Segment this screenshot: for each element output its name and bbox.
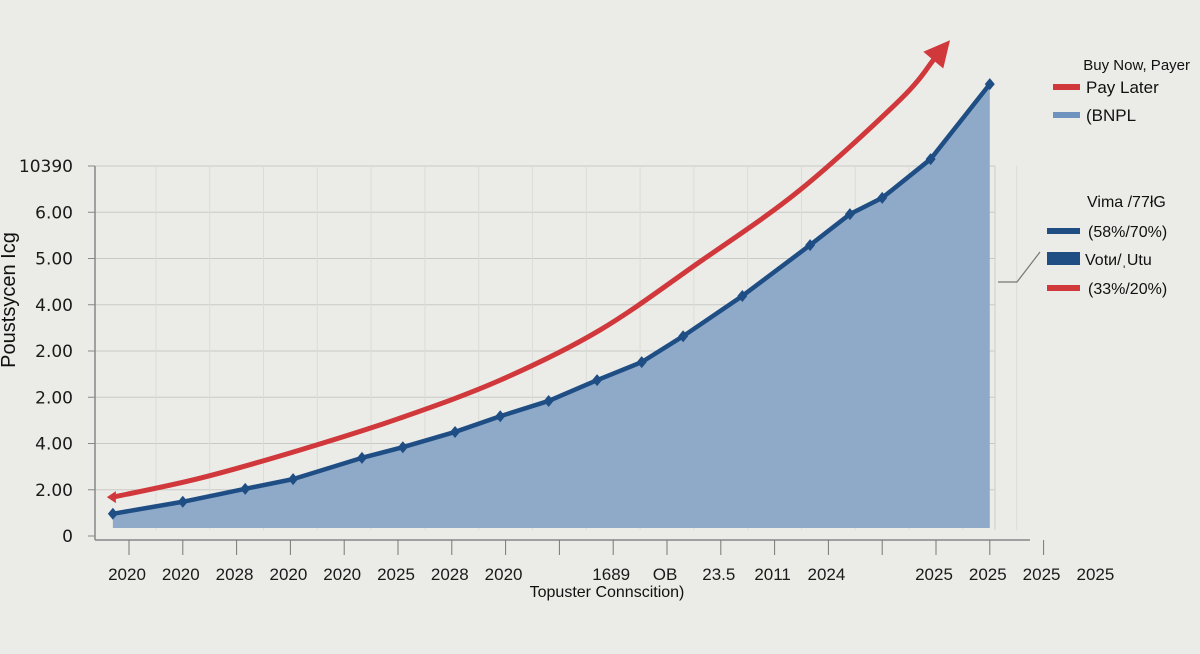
x-tick-label: 2020 xyxy=(162,565,200,584)
x-tick-label: 2025 xyxy=(1023,565,1061,584)
bnpl-data-point xyxy=(678,330,689,343)
bnpl-area-fill xyxy=(112,84,990,528)
bnpl-data-point xyxy=(805,239,816,252)
bnpl-data-point xyxy=(636,356,647,369)
bnpl-data-point xyxy=(925,153,936,166)
x-tick-label: 2020 xyxy=(269,565,307,584)
y-tick-label: 5.00 xyxy=(35,250,73,270)
bnpl-data-point xyxy=(495,410,506,423)
legend2-swatch-2 xyxy=(1047,252,1080,265)
axes xyxy=(94,166,1030,541)
legend: Buy Now, Payer Pay Later (BNPL xyxy=(1053,57,1190,125)
y-tick-label: 2.00 xyxy=(35,342,73,362)
bnpl-data-point xyxy=(844,208,855,221)
x-tick-label: 1689 xyxy=(592,565,630,584)
legend2-swatch-1 xyxy=(1047,228,1080,234)
y-tick-label: 4.00 xyxy=(35,296,73,316)
legend-label-pay-later: Pay Later xyxy=(1086,78,1159,97)
legend2-label-1: (58%/70%) xyxy=(1088,224,1167,241)
bnpl-data-point xyxy=(107,507,118,520)
legend-connector-line xyxy=(998,251,1041,283)
x-tick-label: 2025 xyxy=(377,565,415,584)
y-tick-label: 2.00 xyxy=(35,481,73,501)
pay-later-arrowhead xyxy=(923,40,950,69)
y-tick-label: 0 xyxy=(62,527,73,547)
y-tick-label: 4.00 xyxy=(35,435,73,455)
bnpl-data-point xyxy=(450,425,461,438)
bnpl-data-point xyxy=(288,473,299,486)
legend2-label-3: (33%/20%) xyxy=(1088,281,1167,298)
pay-later-line xyxy=(110,57,936,500)
legend-title: Buy Now, Payer xyxy=(1083,57,1190,74)
bnpl-data-point xyxy=(984,78,995,91)
bnpl-markers xyxy=(107,78,995,520)
x-tick-label: 2020 xyxy=(108,565,146,584)
x-tick-label: 2011 xyxy=(754,565,791,584)
legend2-label-2: Votи/ˌUtu xyxy=(1085,252,1152,269)
legend-swatch-bnpl xyxy=(1053,112,1080,118)
x-tick-labels: 2020 2020 2028 2020 2020 2025 2028 2020 1689 OB 23… xyxy=(108,540,1114,584)
legend2-title: Vima /77łG xyxy=(1087,194,1166,211)
x-axis-label: Topuster Connscition) xyxy=(530,584,685,601)
x-tick-label: 2028 xyxy=(216,565,254,584)
y-tick-label: 10390 xyxy=(19,157,73,177)
legend2-swatch-3 xyxy=(1047,285,1080,291)
bnpl-data-point xyxy=(397,441,408,454)
x-tick-label: OB xyxy=(653,565,678,584)
x-tick-label: 2025 xyxy=(915,565,953,584)
pay-later-start-arrowhead xyxy=(106,491,116,504)
x-tick-label: 2020 xyxy=(323,565,361,584)
legend-secondary: Vima /77łG (58%/70%) Votи/ˌUtu (33%/20%) xyxy=(998,194,1167,298)
bnpl-line xyxy=(112,82,992,517)
bnpl-data-point xyxy=(356,451,367,464)
legend-swatch-pay-later xyxy=(1053,84,1080,90)
bnpl-data-point xyxy=(543,394,554,407)
y-tick-labels: 0 2.00 4.00 2.00 2.00 4.00 5.00 6.00 10390 xyxy=(19,157,73,547)
y-tick-label: 2.00 xyxy=(35,388,73,408)
x-tick-label: 2020 xyxy=(485,565,523,584)
x-tick-label: 2025 xyxy=(1076,565,1114,584)
x-tick-label: 23.5 xyxy=(702,565,735,584)
bnpl-data-point xyxy=(177,495,188,508)
bnpl-data-point xyxy=(240,482,251,495)
legend-label-bnpl: (BNPL xyxy=(1086,106,1136,125)
bnpl-data-point xyxy=(592,374,603,387)
x-tick-label: 2028 xyxy=(431,565,469,584)
x-tick-label: 2025 xyxy=(969,565,1007,584)
y-axis-label: Poustsycen Icg xyxy=(0,232,20,368)
bnpl-data-point xyxy=(737,289,748,302)
x-tick-label: 2024 xyxy=(807,565,845,584)
bnpl-data-point xyxy=(877,191,888,204)
y-tick-label: 6.00 xyxy=(35,203,73,223)
